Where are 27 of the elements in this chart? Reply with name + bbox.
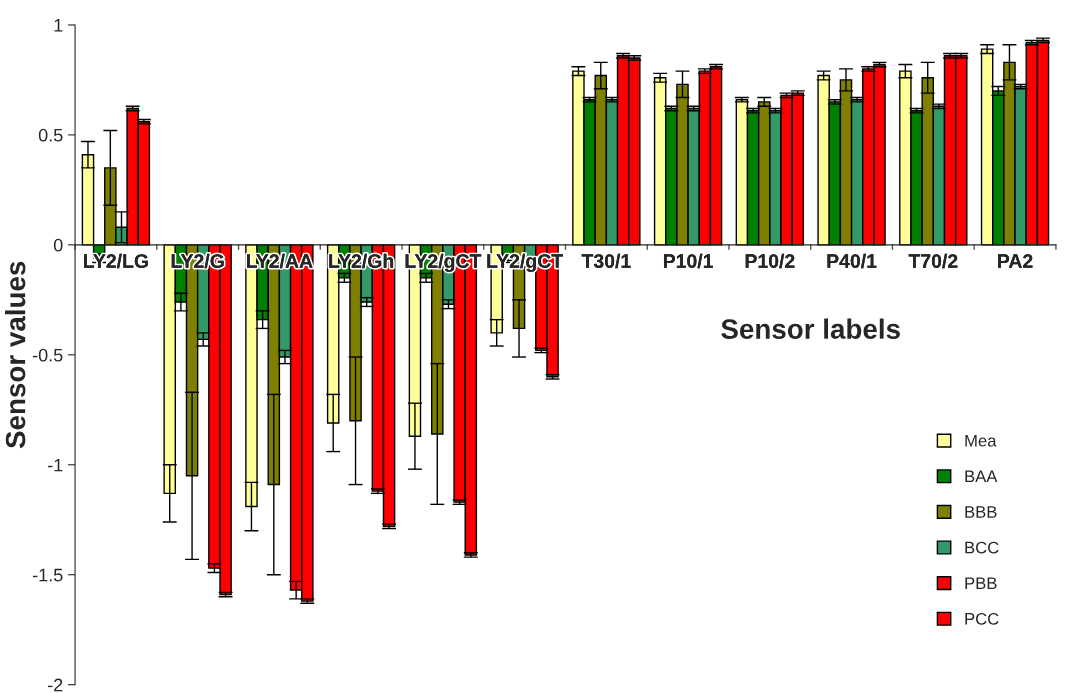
y-tick-label: 1	[54, 19, 63, 32]
x-axis-title: Sensor labels	[721, 318, 900, 339]
x-tick-label: P10/2	[745, 253, 795, 269]
legend-label: PBB	[965, 577, 997, 589]
x-tick-label: LY2/AA	[247, 253, 313, 269]
legend-label: BBB	[965, 506, 997, 518]
y-axis-title: Sensor values	[5, 261, 26, 449]
y-tick-label: -1	[47, 458, 63, 472]
legend-label: BAA	[965, 470, 998, 483]
x-tick-label: LY2/G	[171, 253, 224, 269]
x-tick-label: LY2/LG	[84, 253, 148, 269]
x-tick-label: P40/1	[827, 253, 877, 269]
legend-label: BCC	[965, 541, 999, 554]
x-tick-label: P10/1	[663, 253, 713, 269]
x-tick-label: LY2/gCT	[405, 253, 482, 272]
x-tick-label: PA2	[998, 254, 1033, 268]
y-tick-label: 0	[53, 238, 63, 252]
y-tick-label: 0.5	[38, 128, 63, 142]
y-tick-label: -1.5	[32, 568, 63, 582]
legend-label: Mea	[965, 434, 997, 447]
legend-label: PCC	[965, 612, 999, 625]
x-tick-label: T70/2	[908, 253, 958, 269]
y-tick-label: -2	[47, 678, 63, 692]
y-tick-label: -0.5	[32, 348, 63, 362]
x-tick-label: LY2/Gh	[329, 253, 394, 269]
x-tick-label: T30/1	[581, 253, 631, 269]
x-tick-label: LY2/gCT	[487, 253, 563, 272]
